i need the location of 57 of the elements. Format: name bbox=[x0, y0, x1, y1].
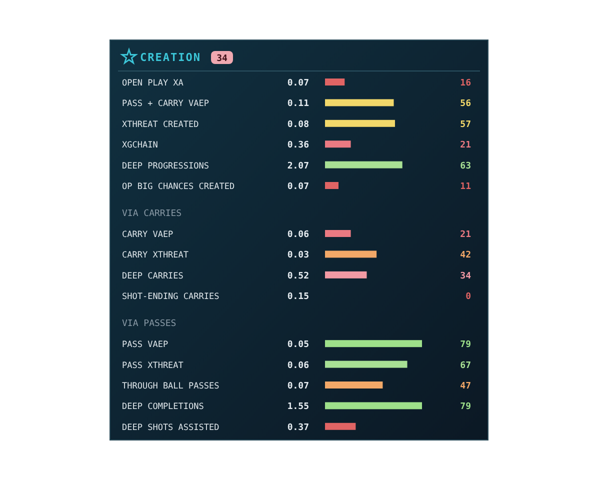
text: 0.08 bbox=[287, 120, 309, 130]
bar bbox=[325, 250, 377, 258]
y-tick-label: DEEP CARRIES bbox=[122, 271, 184, 282]
text: 0.15 bbox=[287, 292, 309, 302]
bar bbox=[325, 360, 408, 368]
y-tick-label: OP BIG CHANCES CREATED bbox=[122, 182, 235, 192]
text: 0.07 bbox=[287, 78, 309, 88]
data-label: 67 bbox=[460, 360, 471, 371]
y-tick-label: PASS + CARRY VAEP bbox=[122, 99, 209, 110]
text: 0.52 bbox=[287, 271, 309, 282]
data-label: 47 bbox=[460, 382, 471, 392]
y-tick-label: XTHREAT CREATED bbox=[122, 120, 199, 130]
data-label: 79 bbox=[460, 402, 471, 412]
y-tick-label: CARRY VAEP bbox=[122, 230, 174, 240]
bar bbox=[325, 120, 395, 127]
bar bbox=[325, 230, 351, 237]
bar bbox=[325, 271, 367, 278]
y-tick-label: OPEN PLAY XA bbox=[122, 78, 184, 88]
y-tick-label: DEEP PROGRESSIONS bbox=[122, 161, 209, 172]
data-label: 11 bbox=[460, 182, 471, 192]
text: 0.06 bbox=[287, 360, 309, 371]
text: 0.37 bbox=[287, 422, 309, 433]
text: 0.07 bbox=[287, 182, 309, 192]
text: CREATION bbox=[140, 51, 201, 64]
data-label: 21 bbox=[460, 230, 471, 240]
text: 0.11 bbox=[287, 99, 309, 110]
text: 2.07 bbox=[287, 161, 309, 172]
text: 0.07 bbox=[287, 382, 309, 392]
y-tick-label: DEEP SHOTS ASSISTED bbox=[122, 422, 220, 433]
bar bbox=[325, 99, 394, 106]
data-label: 57 bbox=[460, 120, 471, 130]
y-tick-label: VIA PASSES bbox=[122, 319, 176, 330]
bar bbox=[325, 402, 422, 410]
data-label: 63 bbox=[460, 161, 471, 172]
y-tick-label: XGCHAIN bbox=[122, 140, 158, 151]
y-tick-label: DEEP COMPLETIONS bbox=[122, 402, 204, 412]
data-label: 42 bbox=[460, 250, 471, 261]
text: 34 bbox=[216, 54, 228, 64]
y-tick-label: PASS XTHREAT bbox=[122, 360, 184, 371]
y-tick-label: THROUGH BALL PASSES bbox=[122, 382, 220, 392]
text: 1.55 bbox=[287, 402, 309, 412]
data-label: 21 bbox=[460, 140, 471, 151]
y-tick-label: SHOT-ENDING CARRIES bbox=[122, 292, 220, 302]
text: 0.03 bbox=[287, 250, 309, 261]
text: 0.05 bbox=[287, 340, 309, 350]
bar bbox=[325, 382, 383, 388]
y-tick-label: CARRY XTHREAT bbox=[122, 250, 189, 261]
data-label: 0 bbox=[466, 292, 471, 302]
y-tick-label: PASS VAEP bbox=[122, 340, 168, 350]
y-tick-label: VIA CARRIES bbox=[122, 209, 182, 219]
bar bbox=[325, 140, 351, 148]
data-label: 79 bbox=[460, 340, 471, 350]
data-label: 56 bbox=[460, 99, 471, 110]
data-label: 16 bbox=[460, 78, 471, 88]
text: 0.36 bbox=[287, 140, 309, 151]
text: 0.06 bbox=[287, 230, 309, 240]
data-label: 34 bbox=[460, 271, 472, 282]
